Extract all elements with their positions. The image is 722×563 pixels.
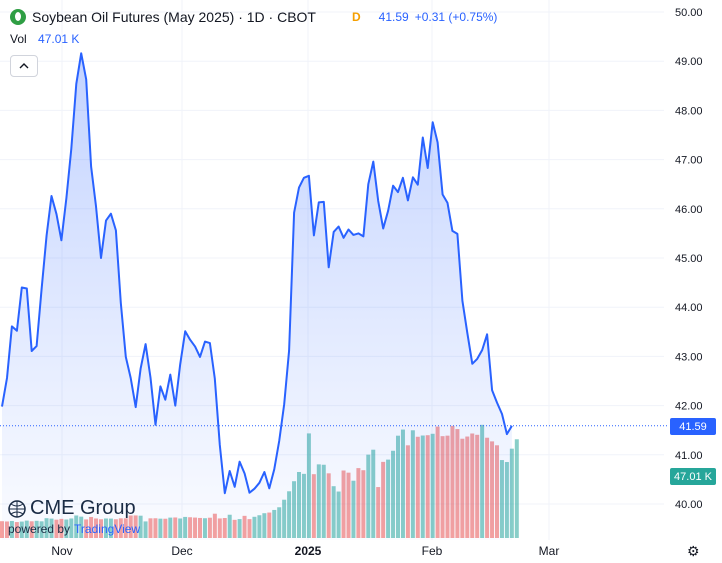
x-tick-label: 2025 [295,544,322,558]
watermark: CME Group powered by TradingView [8,497,140,536]
y-tick-label: 41.00 [675,450,703,462]
price-area-fill [2,53,512,541]
volume-legend: Vol 47.01 K [10,32,79,46]
y-tick-label: 47.00 [675,155,703,167]
collapse-legend-button[interactable] [10,55,38,77]
last-price-tag: 41.59 [670,418,716,435]
y-tick-label: 48.00 [675,105,703,117]
provider-link[interactable]: TradingView [74,522,141,536]
last-price-value: 41.59 [378,10,409,24]
y-tick-label: 50.00 [675,7,703,19]
symbol-logo-icon [10,9,26,25]
y-axis-ticks: 40.00 41.00 42.00 43.00 44.00 45.00 46.00 47.00… [675,7,703,511]
y-tick-label: 45.00 [675,253,703,265]
symbol-title[interactable]: Soybean Oil Futures (May 2025) · 1D · CB… [32,9,316,25]
price-change-value: +0.31 (+0.75%) [414,10,498,24]
chart-header: Soybean Oil Futures (May 2025) · 1D · CB… [10,8,497,26]
powered-by: powered by TradingView [8,522,140,536]
x-tick-label: Dec [171,544,192,558]
y-tick-label: 44.00 [675,302,703,314]
cme-globe-icon [8,499,26,518]
brand-name: CME Group [30,497,136,519]
volume-value: 47.01 K [38,32,80,46]
x-tick-label: Nov [51,544,72,558]
powered-by-label: powered by [8,522,71,536]
delayed-data-badge[interactable]: D [352,10,361,24]
y-tick-label: 49.00 [675,56,703,68]
volume-label: Vol [10,32,27,46]
x-tick-label: Feb [422,544,443,558]
y-tick-label: 43.00 [675,351,703,363]
volume-tag: 47.01 K [670,468,716,485]
x-tick-label: Mar [539,544,560,558]
x-axis-ticks: Nov Dec 2025 Feb Mar [51,544,559,558]
y-tick-label: 40.00 [675,499,703,511]
y-tick-label: 46.00 [675,204,703,216]
volume-bar [514,439,519,538]
cme-group-logo: CME Group [8,497,140,520]
y-tick-label: 42.00 [675,401,703,413]
settings-gear-icon[interactable]: ⚙ [687,543,700,559]
chevron-up-icon [19,63,29,69]
price-line [1,52,513,495]
